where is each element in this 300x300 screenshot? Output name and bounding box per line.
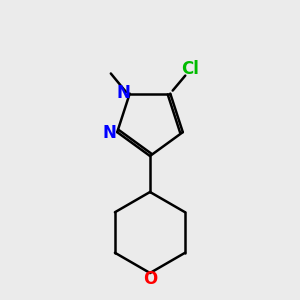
Text: N: N — [116, 84, 130, 102]
Text: O: O — [143, 270, 157, 288]
Text: Cl: Cl — [182, 60, 199, 78]
Text: N: N — [103, 124, 116, 142]
